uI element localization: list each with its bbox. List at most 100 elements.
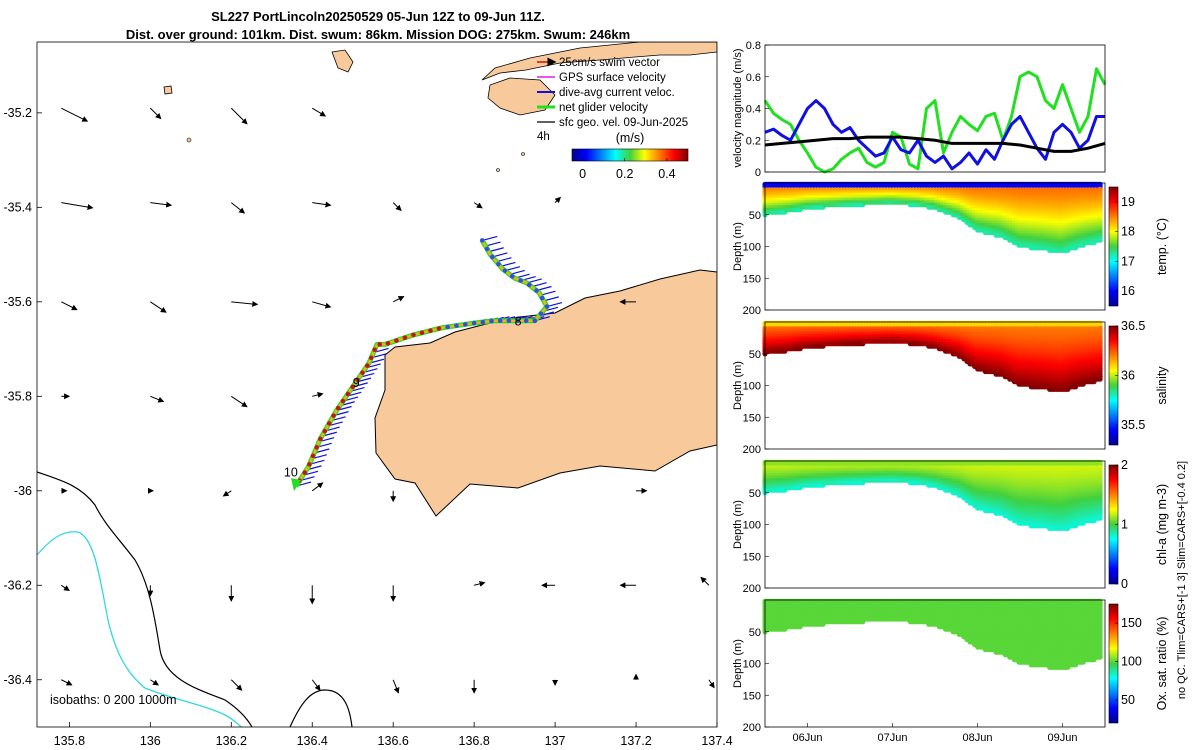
colorbar-tick-label: 0 xyxy=(579,167,586,181)
depth-tick-label: 50 xyxy=(749,210,761,222)
colorbar-tick-label: 2 xyxy=(1121,458,1128,472)
map-ytick-label: -35.2 xyxy=(4,106,33,120)
section-colorbar-label: Ox. sat. ratio (%) xyxy=(1155,617,1169,711)
velocity-ytick-label: 0.2 xyxy=(746,135,761,147)
map-xtick-label: 136.4 xyxy=(297,734,328,748)
depth-tick-label: 100 xyxy=(743,659,761,671)
velocity-ytick-label: 0 xyxy=(755,167,761,179)
velocity-panel: 00.20.40.60.8 velocity magnitude (m/s) xyxy=(732,40,1105,179)
velocity-ylabel: velocity magnitude (m/s) xyxy=(732,48,744,167)
colorbar-tick-label: 1 xyxy=(1121,518,1128,532)
colorbar-tick-label: 35.5 xyxy=(1121,418,1145,432)
colorbar-tick-label: 19 xyxy=(1121,195,1135,209)
swim-vector-marker xyxy=(490,255,495,260)
swim-vector-marker xyxy=(377,342,382,347)
section-ylabel: Depth (m) xyxy=(732,639,744,688)
swim-vector-marker xyxy=(331,413,336,418)
velocity-ytick-label: 0.8 xyxy=(746,40,761,52)
islet xyxy=(522,153,525,156)
swim-vector-marker xyxy=(386,341,391,346)
swim-vector-marker xyxy=(428,328,433,333)
swim-vector-marker xyxy=(518,278,523,283)
swim-vector-marker xyxy=(463,322,468,327)
section-colorbar xyxy=(1109,187,1118,306)
depth-tick-label: 200 xyxy=(743,444,761,456)
swim-vector-marker xyxy=(496,262,501,267)
swim-vector-marker xyxy=(360,370,365,375)
swim-vector-marker xyxy=(341,399,346,404)
time-step-label: 4h xyxy=(537,131,550,143)
map-xtick-label: 137.2 xyxy=(620,734,651,748)
section-ylabel: Depth (m) xyxy=(732,500,744,549)
map-xtick-label: 136 xyxy=(140,734,161,748)
legend-current-velocity: dive-avg current veloc. xyxy=(559,87,675,99)
swim-vector-marker xyxy=(307,462,312,467)
swim-vector-marker xyxy=(498,318,503,323)
section-colorbar xyxy=(1109,326,1118,445)
swim-vector-marker xyxy=(503,268,508,273)
swim-vector-marker xyxy=(480,238,485,243)
date-tick-label: 08Jun xyxy=(963,732,993,744)
section-colorbar-label: chl-a (mg m-3) xyxy=(1155,484,1169,565)
swim-vector-marker xyxy=(539,311,544,316)
legend-swim-vector: 25cm/s swim vector xyxy=(559,57,660,69)
depth-tick-label: 50 xyxy=(749,349,761,361)
depth-tick-label: 150 xyxy=(743,551,761,563)
date-tick-label: 06Jun xyxy=(793,732,823,744)
track-day-label: 8 xyxy=(515,314,522,328)
swim-vector-marker xyxy=(533,318,538,323)
swim-vector-marker xyxy=(314,445,319,450)
swim-vector-marker xyxy=(411,333,416,338)
swim-vector-marker xyxy=(485,247,490,252)
swim-vector-marker xyxy=(327,421,332,426)
swim-vector-marker xyxy=(372,347,377,352)
depth-tick-label: 50 xyxy=(749,488,761,500)
swim-vector-marker xyxy=(445,325,450,330)
section-colorbar xyxy=(1109,604,1118,723)
swim-vector-marker xyxy=(527,283,532,288)
figure-title-line2: Dist. over ground: 101km. Dist. swum: 86… xyxy=(126,27,630,42)
qc-note: no QC. Tlim=CARS+[-1 3] Slim=CARS+[-0.4 … xyxy=(1176,461,1188,699)
map-ytick-label: -35.4 xyxy=(4,200,33,214)
swim-vector-marker xyxy=(524,318,529,323)
section-colorbar-label: temp. (°C) xyxy=(1155,218,1169,275)
swim-vector-marker xyxy=(481,320,486,325)
map-xtick-label: 137 xyxy=(545,734,566,748)
track-day-label: 10 xyxy=(284,466,298,480)
velocity-ytick-label: 0.6 xyxy=(746,72,761,84)
speed-colorbar-label: (m/s) xyxy=(616,131,644,145)
swim-vector-marker xyxy=(540,296,545,301)
legend-net-velocity: net glider velocity xyxy=(559,102,648,114)
swim-vector-marker xyxy=(365,363,370,368)
islet xyxy=(187,138,191,142)
map-ytick-label: -36.2 xyxy=(4,578,33,592)
figure: SL227 PortLincoln20250529 05-Jun 12Z to … xyxy=(0,0,1200,750)
section-colorbar-label: salinity xyxy=(1155,366,1169,405)
depth-tick-label: 200 xyxy=(743,722,761,734)
swim-vector-marker xyxy=(336,406,341,411)
map-ytick-label: -35.8 xyxy=(4,389,33,403)
swim-vector-marker xyxy=(454,323,459,328)
depth-tick-label: 100 xyxy=(743,520,761,532)
colorbar-tick-label: 17 xyxy=(1121,254,1135,268)
legend-gps-velocity: GPS surface velocity xyxy=(559,72,666,84)
colorbar-tick-label: 18 xyxy=(1121,225,1135,239)
depth-tick-label: 200 xyxy=(743,583,761,595)
depth-tick-label: 150 xyxy=(743,690,761,702)
date-tick-label: 09Jun xyxy=(1048,732,1078,744)
depth-tick-label: 50 xyxy=(749,627,761,639)
swim-vector-marker xyxy=(369,356,374,361)
track-day-label: 9 xyxy=(353,376,360,390)
swim-vector-marker xyxy=(322,429,327,434)
map-xtick-label: 136.6 xyxy=(378,734,409,748)
colorbar-tick-label: 150 xyxy=(1121,616,1142,630)
depth-tick-label: 150 xyxy=(743,273,761,285)
depth-tick-label: 200 xyxy=(743,305,761,317)
map-xtick-label: 136.2 xyxy=(216,734,247,748)
depth-tick-label: 100 xyxy=(743,381,761,393)
